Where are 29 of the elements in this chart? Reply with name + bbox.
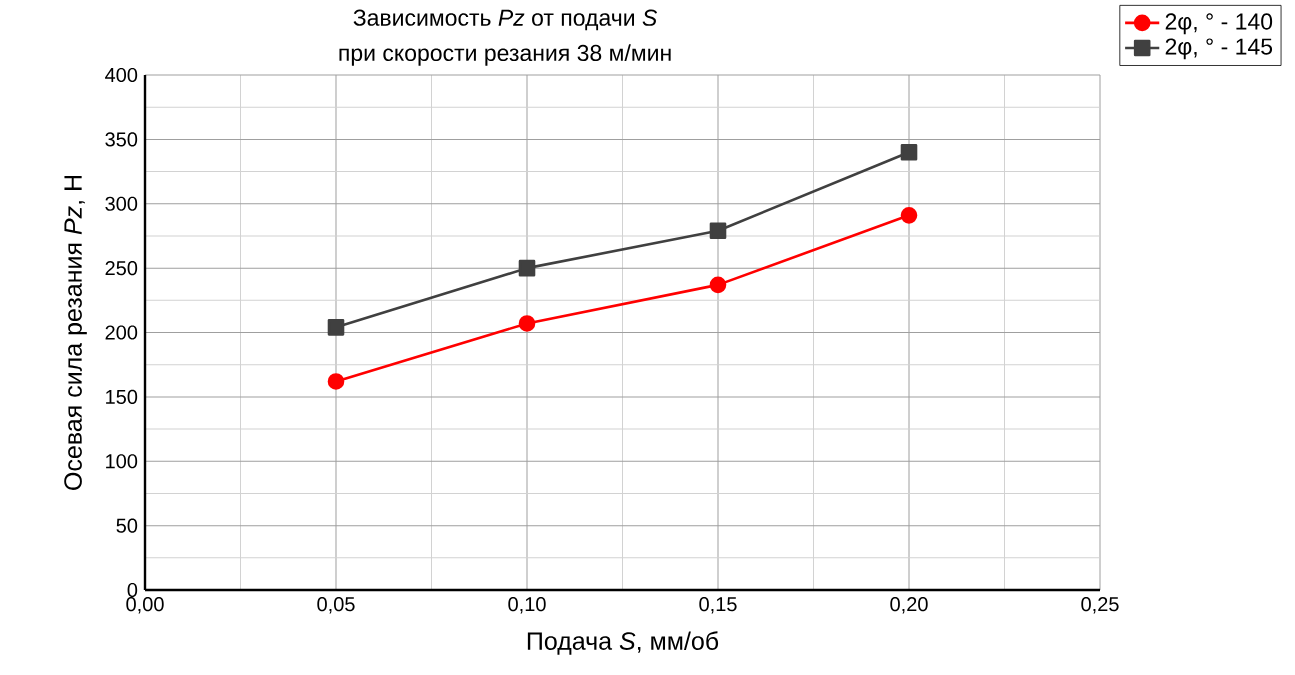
point [900, 143, 918, 161]
y-tick-label: 250 [105, 261, 138, 276]
y-tick-label: 400 [105, 67, 138, 83]
x-tick-label: 0,00 [126, 597, 164, 614]
y-tick-label: 300 [105, 196, 138, 211]
chart-title: Зависимость Pz от подачи S [353, 9, 658, 31]
y-tick-label: 350 [105, 132, 138, 147]
point [518, 315, 536, 332]
legend-label: 2φ, ° - 140 [1165, 13, 1273, 35]
point [327, 373, 345, 390]
point [709, 222, 727, 240]
x-tick-label: 0,20 [890, 597, 928, 614]
x-axis-title: Подача S, мм/об [527, 631, 719, 655]
x-tick-label: 0,25 [1081, 597, 1119, 614]
y-axis-title: Осевая сила резания Pz, Н [64, 175, 87, 490]
y-tick-label: 0 [127, 582, 138, 598]
point [518, 259, 536, 277]
y-tick-label: 50 [116, 518, 138, 533]
y-tick-label: 150 [106, 389, 138, 404]
y-tick-label: 200 [105, 325, 138, 340]
point [327, 319, 345, 336]
x-tick-label: 0,10 [508, 597, 546, 614]
point [709, 276, 727, 294]
chart-subtitle: при скорости резания 38 м/мин [339, 44, 671, 66]
legend-label: 2φ, ° - 145 [1165, 38, 1273, 60]
y-tick-label: 100 [106, 454, 138, 469]
x-tick-label: 0,15 [699, 597, 737, 614]
x-tick-label: 0,05 [317, 597, 355, 614]
point [900, 207, 918, 224]
